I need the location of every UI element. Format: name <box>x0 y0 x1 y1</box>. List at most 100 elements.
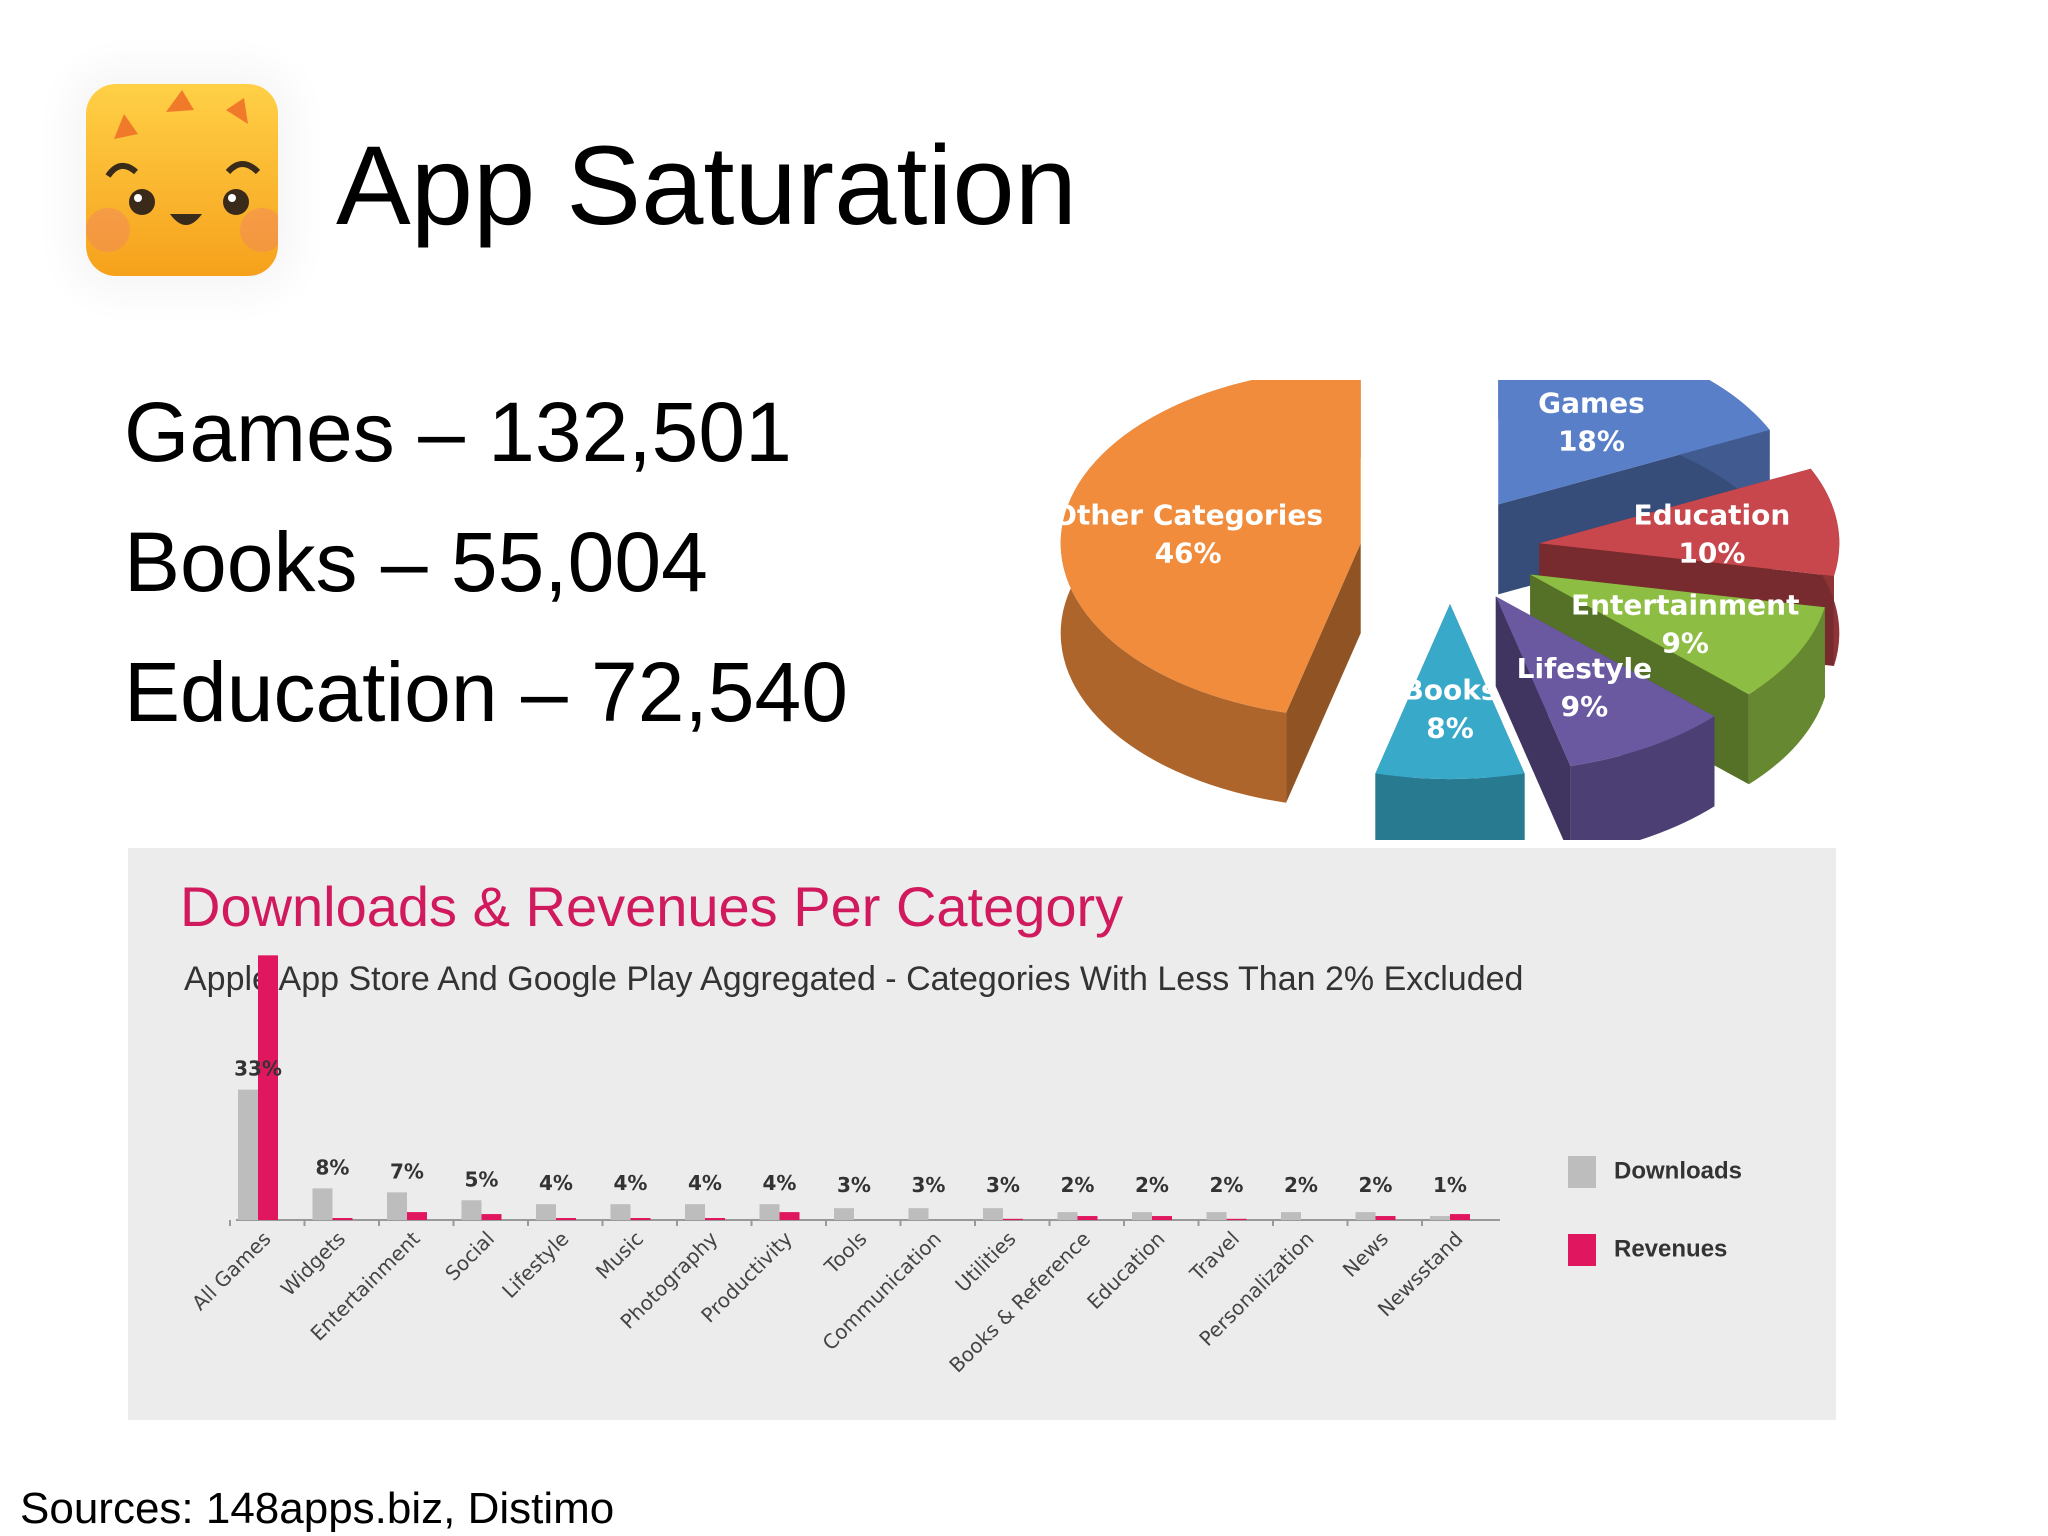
category-label: Tools <box>819 1227 872 1280</box>
legend-downloads: Downloads <box>1568 1156 1742 1188</box>
legend-revenues-swatch <box>1568 1234 1596 1266</box>
bar-value-label: 2% <box>1359 1173 1393 1197</box>
bar-downloads <box>1281 1212 1301 1220</box>
bar-downloads <box>387 1192 407 1220</box>
stat-label: Games <box>124 385 395 479</box>
stat-label: Books <box>124 515 358 609</box>
category-label: Widgets <box>276 1227 350 1301</box>
pie-slice-books <box>1375 604 1525 840</box>
bar-value-label: 1% <box>1433 1173 1467 1197</box>
pie-label-games: Games <box>1538 387 1645 420</box>
pie-value-entertainment: 9% <box>1661 627 1709 660</box>
category-label: All Games <box>187 1227 275 1315</box>
bar-value-label: 3% <box>986 1173 1020 1197</box>
bar-value-label: 2% <box>1061 1173 1095 1197</box>
category-label: Lifestyle <box>497 1227 573 1303</box>
stat-value: 72,540 <box>591 645 848 739</box>
stat-separator: – <box>520 645 568 739</box>
category-label: Social <box>440 1227 499 1286</box>
pie-slice-lifestyle <box>1495 596 1715 840</box>
sources-footer: Sources: 148apps.biz, Distimo <box>20 1484 615 1533</box>
bar-value-label: 4% <box>763 1171 797 1195</box>
bar-downloads <box>1430 1216 1450 1220</box>
legend-downloads-label: Downloads <box>1614 1157 1743 1185</box>
stat-education: Education – 72,540 <box>124 650 848 734</box>
stat-separator: – <box>418 385 465 479</box>
bar-revenues <box>1226 1218 1247 1220</box>
bar-value-label: 4% <box>688 1171 722 1195</box>
bar-chart-subtitle: Apple App Store And Google Play Aggregat… <box>184 960 1524 998</box>
bar-downloads <box>759 1204 780 1220</box>
smiling-sun-icon <box>86 84 278 276</box>
stat-separator: – <box>380 515 428 609</box>
category-label: Music <box>591 1227 648 1284</box>
bar-chart-title: Downloads & Revenues Per Category <box>180 875 1124 938</box>
pie-label-books: Books <box>1402 674 1497 707</box>
bar-downloads <box>1132 1212 1152 1220</box>
bar-revenues <box>1450 1214 1470 1220</box>
category-label: Books & Reference <box>944 1227 1095 1378</box>
bar-value-label: 2% <box>1284 1173 1318 1197</box>
pie-label-lifestyle: Lifestyle <box>1517 652 1653 685</box>
bar-value-label: 2% <box>1210 1173 1244 1197</box>
bar-downloads <box>461 1200 482 1220</box>
bar-value-label: 3% <box>912 1173 946 1197</box>
bar-revenues <box>1003 1218 1023 1220</box>
bar-downloads <box>983 1208 1003 1220</box>
bar-revenues <box>1077 1216 1098 1220</box>
bar-downloads <box>536 1204 556 1220</box>
downloads-revenues-panel: Downloads & Revenues Per Category Apple … <box>128 848 1836 1420</box>
bar-value-label: 3% <box>837 1173 871 1197</box>
category-label: Utilities <box>950 1227 1020 1297</box>
bar-revenues <box>1152 1216 1172 1220</box>
category-label: News <box>1338 1227 1393 1282</box>
bar-value-label: 2% <box>1135 1173 1169 1197</box>
bar-revenues <box>332 1218 353 1220</box>
downloads-revenues-bar-chart: 33%All Games8%Widgets7%Entertainment5%So… <box>187 955 1500 1378</box>
bar-downloads <box>685 1204 705 1220</box>
bar-revenues <box>481 1214 502 1220</box>
pie-value-books: 8% <box>1426 712 1474 745</box>
pie-value-other-categories: 46% <box>1155 537 1222 570</box>
bar-revenues <box>556 1218 576 1220</box>
bar-revenues <box>705 1218 725 1220</box>
bar-revenues <box>630 1218 651 1220</box>
bar-value-label: 8% <box>316 1155 350 1179</box>
legend-downloads-swatch <box>1568 1156 1596 1188</box>
bar-downloads <box>834 1208 854 1220</box>
stat-label: Education <box>124 645 498 739</box>
pie-value-games: 18% <box>1558 425 1625 458</box>
bar-revenues <box>407 1212 427 1220</box>
bar-downloads <box>1057 1212 1078 1220</box>
pie-label-education: Education <box>1634 499 1791 532</box>
page-title: App Saturation <box>336 123 1077 248</box>
bar-revenues <box>258 955 278 1220</box>
category-label: Education <box>1082 1227 1169 1314</box>
stat-books: Books – 55,004 <box>124 520 708 604</box>
bar-value-label: 4% <box>614 1171 648 1195</box>
bar-revenues <box>1375 1216 1396 1220</box>
bar-downloads <box>238 1089 258 1220</box>
pie-slice-other-categories <box>1060 380 1361 803</box>
stat-value: 132,501 <box>488 385 792 479</box>
bar-revenues <box>779 1212 800 1220</box>
bar-downloads <box>1355 1212 1376 1220</box>
pie-label-other-categories: Other Categories <box>1053 499 1323 532</box>
legend-revenues-label: Revenues <box>1614 1235 1728 1263</box>
category-pie-chart: Games18%Education10%Entertainment9%Lifes… <box>1053 380 1840 840</box>
bar-value-label: 5% <box>465 1167 499 1191</box>
pie-value-education: 10% <box>1678 537 1745 570</box>
category-label: Travel <box>1184 1227 1244 1287</box>
legend-revenues: Revenues <box>1568 1234 1727 1266</box>
bar-downloads <box>908 1208 929 1220</box>
stat-value: 55,004 <box>450 515 708 609</box>
bar-value-label: 7% <box>390 1159 424 1183</box>
bar-downloads <box>312 1188 333 1220</box>
stat-games: Games – 132,501 <box>124 390 792 474</box>
bar-downloads <box>610 1204 631 1220</box>
pie-label-entertainment: Entertainment <box>1571 589 1800 622</box>
pie-value-lifestyle: 9% <box>1561 690 1609 723</box>
bar-value-label: 33% <box>234 1057 282 1081</box>
bar-downloads <box>1206 1212 1227 1220</box>
bar-value-label: 4% <box>539 1171 573 1195</box>
